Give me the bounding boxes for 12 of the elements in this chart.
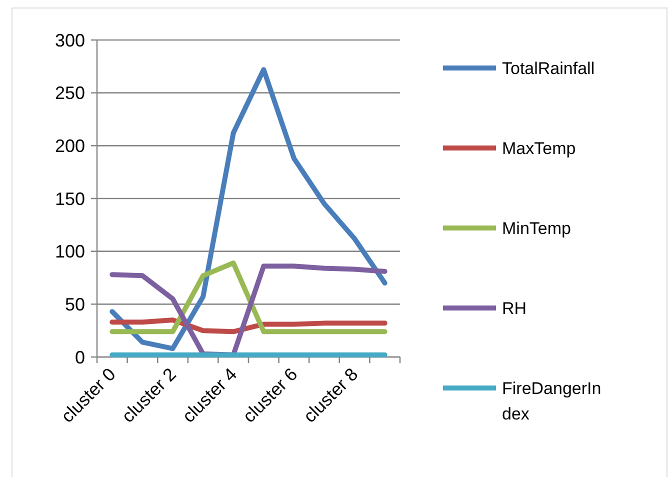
- legend-label: MaxTemp: [502, 138, 576, 158]
- legend-label: FireDangerIndex: [502, 378, 602, 424]
- y-tick-label: 250: [54, 83, 85, 104]
- legend-label: RH: [502, 298, 527, 318]
- y-tick-label: 50: [64, 294, 85, 314]
- y-tick-label: 200: [54, 136, 85, 156]
- y-tick-label: 0: [74, 347, 85, 368]
- y-tick-label: 100: [54, 242, 85, 262]
- legend-label: MinTemp: [502, 218, 571, 238]
- y-tick-label: 300: [54, 30, 85, 50]
- y-tick-label: 150: [54, 188, 85, 209]
- legend-label: TotalRainfall: [502, 58, 595, 78]
